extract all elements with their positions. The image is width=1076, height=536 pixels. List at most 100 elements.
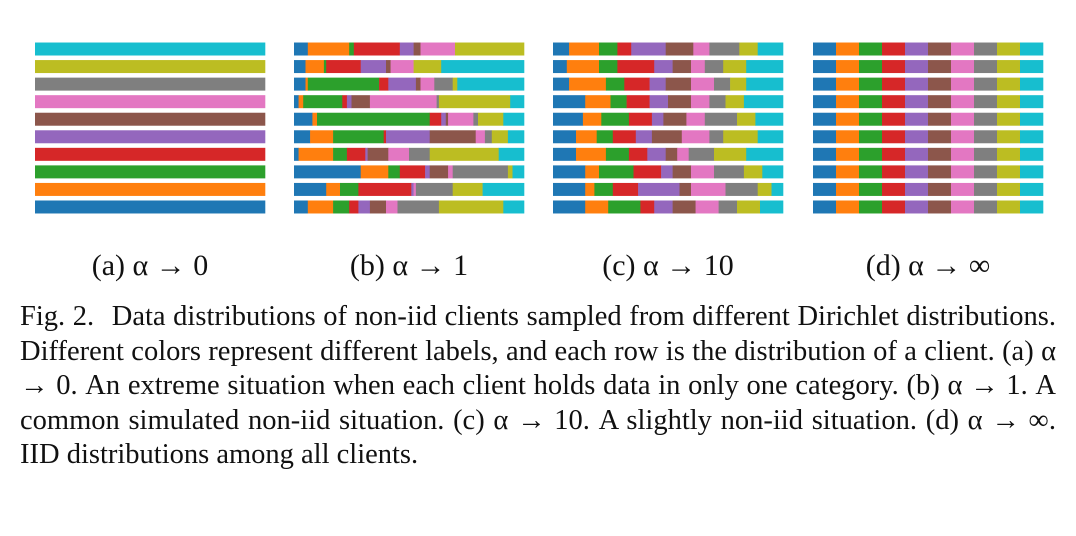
label-segment — [691, 60, 706, 74]
label-segment — [813, 200, 837, 214]
label-segment — [415, 77, 421, 91]
label-segment — [859, 165, 883, 179]
label-segment — [928, 182, 952, 196]
label-segment — [399, 42, 414, 56]
figure-panels: (a) α → 0 (b) α → 1 (c) α → 10 (d) α → ∞ — [35, 42, 1044, 282]
label-segment — [340, 182, 359, 196]
label-segment — [605, 77, 625, 91]
label-segment — [760, 200, 784, 214]
panel-b-label: (b) α → 1 — [349, 249, 469, 282]
label-segment — [663, 112, 687, 126]
label-segment — [390, 60, 414, 74]
client-row — [813, 60, 1044, 74]
label-segment — [294, 200, 309, 214]
label-segment — [503, 112, 525, 126]
label-segment — [379, 77, 389, 91]
label-segment — [691, 182, 726, 196]
label-segment — [386, 60, 391, 74]
label-segment — [415, 182, 454, 196]
label-segment — [951, 77, 975, 91]
label-segment — [882, 182, 906, 196]
label-segment — [633, 165, 662, 179]
client-row — [553, 200, 784, 214]
label-segment — [686, 112, 706, 126]
label-segment — [997, 182, 1021, 196]
label-segment — [997, 200, 1021, 214]
label-segment — [399, 165, 426, 179]
label-segment — [360, 60, 387, 74]
label-segment — [631, 42, 667, 56]
label-segment — [438, 200, 504, 214]
label-segment — [746, 147, 784, 161]
label-segment — [974, 165, 998, 179]
label-segment — [457, 77, 525, 91]
label-segment — [617, 42, 632, 56]
client-row — [35, 77, 266, 91]
label-segment — [298, 95, 304, 109]
label-segment — [928, 60, 952, 74]
label-segment — [35, 182, 266, 196]
label-segment — [386, 200, 398, 214]
label-segment — [553, 165, 586, 179]
label-segment — [326, 182, 341, 196]
label-segment — [448, 112, 474, 126]
label-segment — [569, 77, 607, 91]
label-segment — [882, 165, 906, 179]
label-segment — [813, 60, 837, 74]
label-segment — [882, 95, 906, 109]
label-segment — [723, 130, 759, 144]
label-segment — [997, 130, 1021, 144]
label-segment — [649, 95, 669, 109]
label-segment — [307, 42, 350, 56]
label-segment — [905, 112, 929, 126]
label-segment — [928, 95, 952, 109]
client-row — [35, 42, 266, 56]
label-segment — [730, 77, 747, 91]
label-segment — [714, 165, 745, 179]
label-segment — [882, 42, 906, 56]
label-segment — [638, 182, 680, 196]
label-segment — [951, 42, 975, 56]
client-row — [813, 130, 1044, 144]
label-segment — [723, 60, 747, 74]
client-row — [813, 95, 1044, 109]
label-segment — [312, 112, 318, 126]
label-segment — [1020, 130, 1044, 144]
label-segment — [882, 147, 906, 161]
label-segment — [757, 42, 784, 56]
label-segment — [882, 112, 906, 126]
label-segment — [628, 147, 648, 161]
label-segment — [326, 60, 362, 74]
client-row — [294, 95, 525, 109]
label-segment — [928, 112, 952, 126]
label-segment — [358, 182, 412, 196]
client-row — [553, 165, 784, 179]
label-segment — [452, 77, 458, 91]
label-segment — [859, 42, 883, 56]
label-segment — [974, 130, 998, 144]
label-segment — [441, 60, 525, 74]
label-segment — [323, 60, 327, 74]
label-segment — [654, 200, 673, 214]
label-segment — [35, 60, 266, 74]
client-row — [553, 60, 784, 74]
label-segment — [294, 42, 309, 56]
client-row — [553, 182, 784, 196]
label-segment — [709, 130, 724, 144]
label-segment — [452, 182, 483, 196]
client-row — [294, 60, 525, 74]
label-segment — [448, 165, 454, 179]
label-segment — [905, 77, 929, 91]
label-segment — [762, 165, 784, 179]
label-segment — [349, 200, 359, 214]
label-segment — [294, 112, 313, 126]
label-segment — [928, 200, 952, 214]
label-segment — [294, 77, 306, 91]
label-segment — [672, 165, 692, 179]
label-segment — [859, 112, 883, 126]
label-segment — [601, 112, 630, 126]
label-segment — [836, 77, 860, 91]
label-segment — [413, 42, 421, 56]
client-row — [35, 182, 266, 196]
label-segment — [553, 112, 584, 126]
